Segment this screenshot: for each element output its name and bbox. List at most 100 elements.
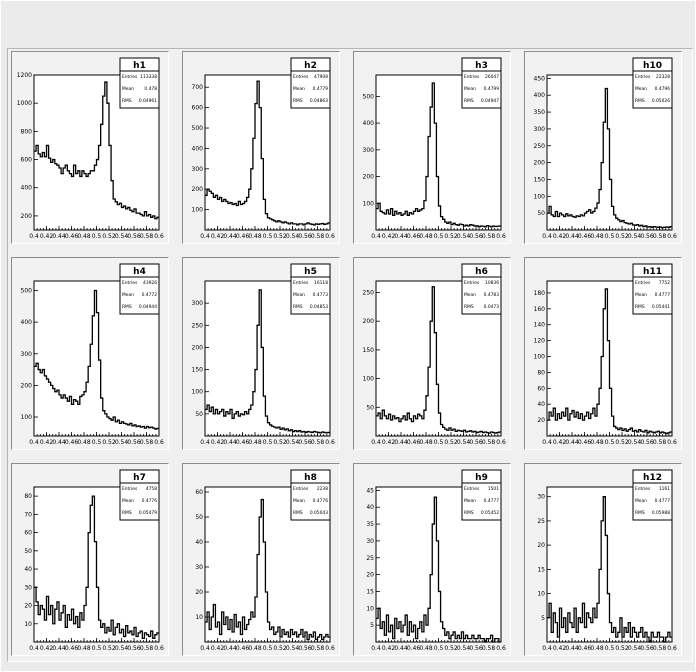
- x-tick-label: 0.46: [236, 645, 250, 652]
- y-tick-label: 70: [24, 511, 32, 518]
- stats-value: 10836: [485, 280, 499, 286]
- y-tick-label: 300: [192, 300, 204, 307]
- stats-label: Mean: [293, 86, 305, 92]
- x-tick-label: 0.44: [394, 439, 408, 446]
- stats-label: RMS: [122, 510, 132, 516]
- stats-label: Mean: [635, 498, 647, 504]
- x-tick-label: 0.5: [92, 439, 102, 446]
- histogram-svg: 0.4 0.42 0.44 0.46 0.48 0.5 0.52 0.54 0.56 0.58 0.…: [17, 57, 164, 240]
- histogram-title: h12: [643, 473, 662, 483]
- stats-value: 113338: [140, 74, 157, 80]
- histogram-svg: 0.4 0.42 0.44 0.46 0.48 0.5 0.52 0.54 0.56 0.58 0.…: [24, 469, 164, 652]
- stats-label: Mean: [122, 498, 134, 504]
- x-tick-label: 0.6: [667, 233, 677, 240]
- x-tick-label: 0.4: [542, 233, 552, 240]
- x-tick-label: 0.5: [92, 645, 102, 652]
- x-tick-label: 0.4: [371, 233, 381, 240]
- histogram-pad-h2[interactable]: 0.4 0.42 0.44 0.46 0.48 0.5 0.52 0.54 0.56 0.58 0.…: [182, 51, 340, 244]
- x-tick-label: 0.58: [311, 645, 325, 652]
- stats-label: Entries: [122, 280, 138, 286]
- histogram-svg: 0.4 0.42 0.44 0.46 0.48 0.5 0.52 0.54 0.56 0.58 0.…: [534, 57, 677, 240]
- y-tick-label: 80: [537, 369, 545, 376]
- x-tick-label: 0.58: [140, 645, 154, 652]
- x-tick-label: 0.56: [298, 645, 312, 652]
- histogram-pad-h1[interactable]: 0.4 0.42 0.44 0.46 0.48 0.5 0.52 0.54 0.56 0.58 0.…: [11, 51, 169, 244]
- x-tick-label: 0.44: [223, 439, 237, 446]
- x-tick-label: 0.44: [565, 233, 579, 240]
- stats-label: Entries: [635, 486, 651, 492]
- x-tick-label: 0.5: [434, 645, 444, 652]
- stats-box: [632, 263, 673, 315]
- x-tick-label: 0.56: [127, 439, 141, 446]
- x-tick-label: 0.58: [482, 439, 496, 446]
- x-tick-label: 0.48: [77, 233, 91, 240]
- x-tick-label: 0.6: [496, 645, 506, 652]
- y-tick-label: 50: [24, 548, 32, 555]
- histogram-pad-h9[interactable]: 0.4 0.42 0.44 0.46 0.48 0.5 0.52 0.54 0.56 0.58 0.…: [353, 463, 511, 656]
- y-tick-label: 400: [21, 319, 33, 326]
- histogram-title: h9: [475, 473, 488, 483]
- y-tick-label: 80: [24, 493, 32, 500]
- x-tick-label: 0.5: [605, 645, 615, 652]
- y-tick-label: 300: [21, 351, 33, 358]
- stats-label: Mean: [635, 292, 647, 298]
- stats-value: 0.05026: [652, 98, 670, 104]
- x-tick-label: 0.5: [605, 439, 615, 446]
- y-tick-label: 100: [192, 389, 204, 396]
- y-tick-label: 200: [534, 160, 546, 167]
- x-tick-label: 0.56: [640, 645, 654, 652]
- stats-value: 0.4779: [313, 86, 329, 92]
- x-tick-label: 0.4: [29, 233, 39, 240]
- stats-value: 1501: [488, 486, 499, 492]
- histogram-pad-h6[interactable]: 0.4 0.42 0.44 0.46 0.48 0.5 0.52 0.54 0.56 0.58 0.…: [353, 257, 511, 450]
- histogram-pad-h12[interactable]: 0.4 0.42 0.44 0.46 0.48 0.5 0.52 0.54 0.56 0.58 0.…: [524, 463, 682, 656]
- stats-box: [461, 263, 502, 315]
- x-tick-label: 0.48: [77, 645, 91, 652]
- histogram-title: h7: [133, 473, 146, 483]
- stats-label: RMS: [293, 98, 303, 104]
- x-tick-label: 0.42: [211, 645, 225, 652]
- x-tick-label: 0.58: [482, 645, 496, 652]
- stats-label: RMS: [122, 304, 132, 310]
- histogram-svg: 0.4 0.42 0.44 0.46 0.48 0.5 0.52 0.54 0.56 0.58 0.…: [363, 263, 506, 446]
- stats-value: 0.05043: [310, 510, 328, 516]
- y-tick-label: 20: [537, 417, 545, 424]
- stats-label: RMS: [464, 304, 474, 310]
- stats-value: 0.05441: [652, 304, 670, 310]
- histogram-pad-h3[interactable]: 0.4 0.42 0.44 0.46 0.48 0.5 0.52 0.54 0.56 0.58 0.…: [353, 51, 511, 244]
- x-tick-label: 0.56: [298, 233, 312, 240]
- stats-label: RMS: [293, 304, 303, 310]
- x-tick-label: 0.58: [653, 439, 667, 446]
- stats-value: 26047: [485, 74, 499, 80]
- x-tick-label: 0.44: [565, 645, 579, 652]
- histogram-pad-h8[interactable]: 0.4 0.42 0.44 0.46 0.48 0.5 0.52 0.54 0.56 0.58 0.…: [182, 463, 340, 656]
- y-tick-label: 40: [537, 401, 545, 408]
- histogram-pad-h7[interactable]: 0.4 0.42 0.44 0.46 0.48 0.5 0.52 0.54 0.56 0.58 0.…: [11, 463, 169, 656]
- histogram-pad-h4[interactable]: 0.4 0.42 0.44 0.46 0.48 0.5 0.52 0.54 0.56 0.58 0.…: [11, 257, 169, 450]
- y-tick-label: 25: [366, 555, 374, 562]
- x-tick-label: 0.44: [394, 645, 408, 652]
- histogram-pad-h5[interactable]: 0.4 0.42 0.44 0.46 0.48 0.5 0.52 0.54 0.56 0.58 0.…: [182, 257, 340, 450]
- stats-label: RMS: [635, 304, 645, 310]
- stats-box: [119, 57, 160, 109]
- histogram-pad-h10[interactable]: 0.4 0.42 0.44 0.46 0.48 0.5 0.52 0.54 0.56 0.58 0.…: [524, 51, 682, 244]
- stats-label: Entries: [635, 74, 651, 80]
- histogram-pad-h11[interactable]: 0.4 0.42 0.44 0.46 0.48 0.5 0.52 0.54 0.56 0.58 0.…: [524, 257, 682, 450]
- y-tick-label: 10: [24, 621, 32, 628]
- x-tick-label: 0.4: [200, 233, 210, 240]
- x-tick-label: 0.42: [40, 439, 54, 446]
- y-tick-label: 50: [195, 514, 203, 521]
- x-tick-label: 0.46: [236, 439, 250, 446]
- y-tick-label: 40: [366, 504, 374, 511]
- x-tick-label: 0.46: [65, 439, 79, 446]
- stats-box: [290, 263, 331, 315]
- stats-value: 16118: [314, 280, 328, 286]
- stats-value: 0.4796: [655, 86, 671, 92]
- stats-value: 0.04944: [139, 304, 157, 310]
- x-tick-label: 0.54: [286, 233, 300, 240]
- stats-label: Mean: [293, 292, 305, 298]
- y-tick-label: 150: [192, 367, 204, 374]
- stats-value: 2238: [317, 486, 328, 492]
- stats-label: Entries: [293, 486, 309, 492]
- x-tick-label: 0.54: [628, 645, 642, 652]
